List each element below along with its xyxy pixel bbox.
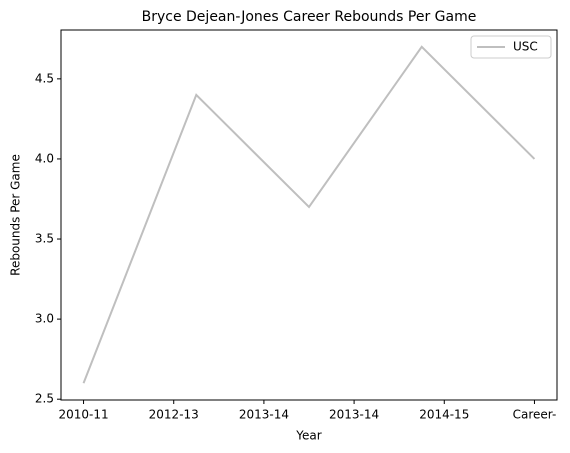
x-tick-label: 2014-15	[419, 408, 469, 422]
legend-box	[470, 35, 552, 59]
axes-frame	[60, 29, 558, 401]
line	[82, 45, 536, 384]
x-axis-label: Year	[295, 429, 321, 443]
y-tick-label: 4.5	[35, 71, 54, 85]
chart-title: Bryce Dejean-Jones Career Rebounds Per G…	[142, 9, 477, 25]
y-tick-label: 3.5	[35, 232, 54, 246]
y-tick-label: 4.0	[35, 151, 54, 165]
x-tick-label: Career-	[513, 408, 557, 422]
y-tick-label: 3.0	[35, 312, 54, 326]
x-tick-label: 2013-14	[329, 408, 379, 422]
x-tick-label: 2013-14	[239, 408, 289, 422]
y-axis-label: Rebounds Per Game	[9, 154, 23, 276]
legend-label: USC	[513, 40, 538, 54]
y-tick-label: 2.5	[35, 392, 54, 406]
x-tick-label: 2012-13	[149, 408, 199, 422]
x-tick-label: 2010-11	[58, 408, 108, 422]
